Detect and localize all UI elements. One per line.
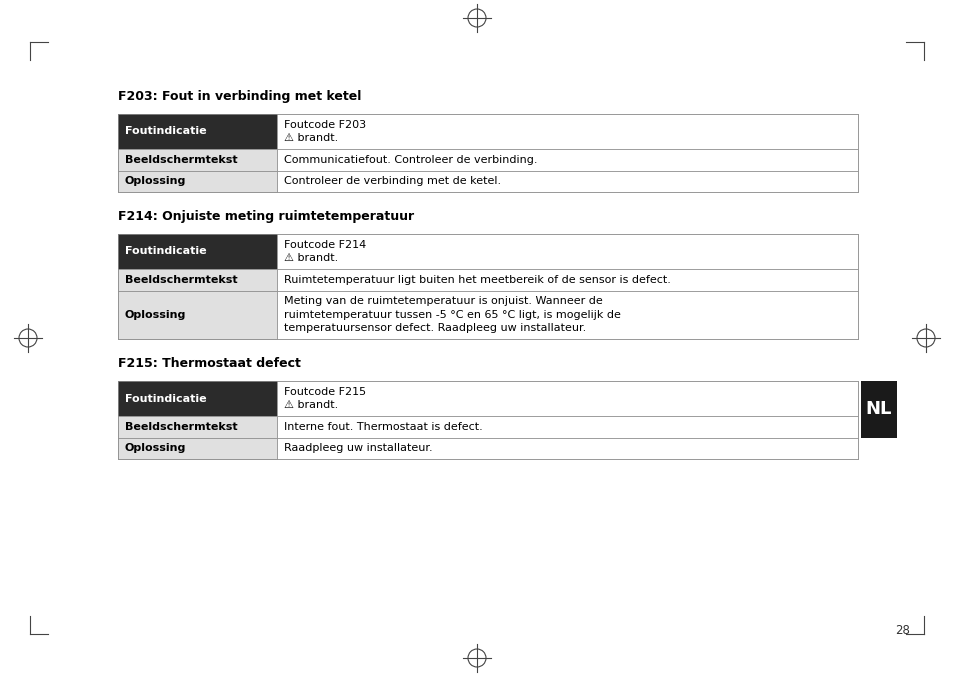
- Text: Foutindicatie: Foutindicatie: [125, 393, 207, 404]
- Bar: [276, 234, 857, 269]
- Text: Foutindicatie: Foutindicatie: [125, 247, 207, 256]
- Bar: [118, 114, 276, 149]
- Bar: [276, 149, 857, 170]
- Bar: [276, 416, 857, 437]
- Text: Raadpleeg uw installateur.: Raadpleeg uw installateur.: [284, 443, 433, 453]
- Text: F214: Onjuiste meting ruimtetemperatuur: F214: Onjuiste meting ruimtetemperatuur: [118, 210, 414, 223]
- Text: Communicatiefout. Controleer de verbinding.: Communicatiefout. Controleer de verbindi…: [284, 155, 537, 165]
- Bar: [118, 114, 857, 192]
- Text: ⚠ brandt.: ⚠ brandt.: [284, 133, 338, 143]
- Bar: [276, 437, 857, 459]
- Text: Ruimtetemperatuur ligt buiten het meetbereik of de sensor is defect.: Ruimtetemperatuur ligt buiten het meetbe…: [284, 274, 670, 285]
- Bar: [118, 149, 276, 170]
- Text: Controleer de verbinding met de ketel.: Controleer de verbinding met de ketel.: [284, 176, 500, 187]
- Text: Beeldschermtekst: Beeldschermtekst: [125, 155, 237, 165]
- Bar: [276, 114, 857, 149]
- Bar: [276, 381, 857, 416]
- Text: Oplossing: Oplossing: [125, 310, 186, 320]
- Text: ⚠ brandt.: ⚠ brandt.: [284, 254, 338, 263]
- Bar: [118, 170, 276, 192]
- Text: F215: Thermostaat defect: F215: Thermostaat defect: [118, 357, 300, 370]
- Bar: [276, 170, 857, 192]
- Bar: [118, 291, 276, 339]
- Text: ruimtetemperatuur tussen -5 °C en 65 °C ligt, is mogelijk de: ruimtetemperatuur tussen -5 °C en 65 °C …: [284, 310, 620, 320]
- Text: NL: NL: [865, 400, 891, 418]
- Text: ⚠ brandt.: ⚠ brandt.: [284, 400, 338, 410]
- Bar: [118, 234, 857, 339]
- Bar: [118, 381, 276, 416]
- Bar: [118, 416, 276, 437]
- Text: Foutcode F215: Foutcode F215: [284, 387, 366, 397]
- Text: temperatuursensor defect. Raadpleeg uw installateur.: temperatuursensor defect. Raadpleeg uw i…: [284, 323, 586, 333]
- Bar: [861, 381, 896, 437]
- Bar: [276, 291, 857, 339]
- Text: Oplossing: Oplossing: [125, 443, 186, 453]
- Text: Foutcode F214: Foutcode F214: [284, 240, 366, 249]
- Text: Beeldschermtekst: Beeldschermtekst: [125, 422, 237, 432]
- Text: Foutindicatie: Foutindicatie: [125, 126, 207, 137]
- Text: F203: Fout in verbinding met ketel: F203: Fout in verbinding met ketel: [118, 90, 361, 103]
- Bar: [276, 269, 857, 291]
- Text: Interne fout. Thermostaat is defect.: Interne fout. Thermostaat is defect.: [284, 422, 482, 432]
- Text: 28: 28: [894, 624, 909, 637]
- Text: Beeldschermtekst: Beeldschermtekst: [125, 274, 237, 285]
- Text: Oplossing: Oplossing: [125, 176, 186, 187]
- Text: Foutcode F203: Foutcode F203: [284, 120, 366, 130]
- Text: Meting van de ruimtetemperatuur is onjuist. Wanneer de: Meting van de ruimtetemperatuur is onjui…: [284, 296, 602, 306]
- Bar: [118, 234, 276, 269]
- Bar: [118, 381, 857, 459]
- Bar: [118, 437, 276, 459]
- Bar: [118, 269, 276, 291]
